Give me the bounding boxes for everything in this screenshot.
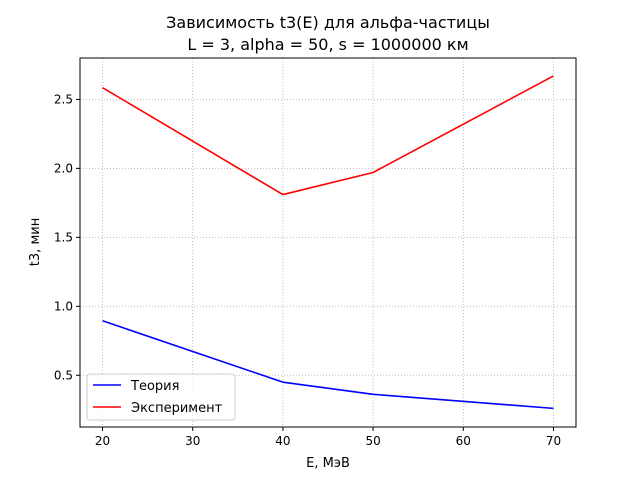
y-tick-label: 1.5: [54, 230, 73, 244]
legend-box: [86, 373, 236, 421]
chart-title: Зависимость t3(E) для альфа-частицы: [166, 13, 490, 32]
x-tick-label: 40: [275, 434, 290, 448]
y-tick-label: 2.0: [54, 161, 73, 175]
legend-label-theory: Теория: [130, 379, 179, 394]
y-axis-label: t3, мин: [28, 218, 43, 266]
x-tick-label: 50: [365, 434, 380, 448]
x-tick-label: 20: [95, 434, 110, 448]
y-tick-label: 1.0: [54, 299, 73, 313]
axis-ticks: 20 30 40 50 60 70 0.5 1.0 1.5 2.0 2.5: [54, 92, 561, 448]
series-lines: [102, 75, 554, 410]
legend: Теория Эксперимент: [86, 373, 236, 421]
chart-subtitle: L = 3, alpha = 50, s = 1000000 км: [187, 35, 468, 54]
plot-area-frame: [79, 57, 577, 428]
y-tick-label: 2.5: [54, 92, 73, 106]
x-tick-label: 30: [185, 434, 200, 448]
series-line-experiment: [102, 75, 554, 196]
series-line-theory: [102, 320, 554, 410]
x-tick-label: 60: [456, 434, 471, 448]
x-tick-label: 70: [546, 434, 561, 448]
y-tick-label: 0.5: [54, 368, 73, 382]
x-axis-label: E, МэВ: [306, 456, 350, 471]
legend-label-experiment: Эксперимент: [131, 401, 223, 416]
